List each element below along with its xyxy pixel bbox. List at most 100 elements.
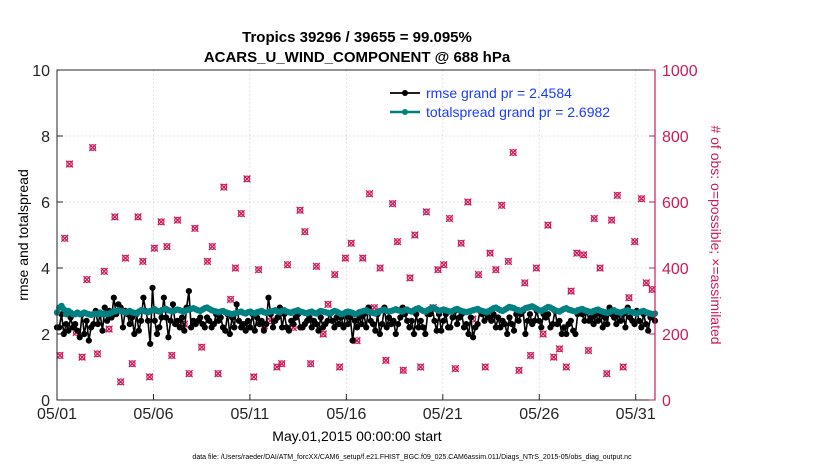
obs-assimilated-point	[491, 265, 500, 274]
obs-assimilated-point	[439, 260, 448, 269]
obs-assimilated-point	[406, 274, 414, 282]
obs-assimilated-point	[134, 212, 142, 221]
obs-assimilated-point	[358, 254, 367, 262]
obs-assimilated-point	[249, 373, 258, 381]
obs-assimilated-point	[382, 356, 390, 365]
obs-possible-point	[376, 264, 384, 272]
obs-assimilated-point	[504, 257, 513, 266]
obs-possible-point	[227, 295, 235, 303]
obs-assimilated-point	[203, 257, 212, 266]
x-tick-label: 05/26	[519, 406, 559, 423]
rmse-point	[285, 327, 293, 334]
rmse-point	[622, 324, 629, 331]
obs-assimilated-point	[544, 221, 552, 229]
rmse-point	[372, 327, 379, 334]
obs-possible-point	[382, 357, 390, 364]
rmse-point	[495, 314, 502, 321]
obs-possible-point	[608, 216, 615, 224]
rmse-point	[524, 317, 531, 324]
obs-assimilated-point	[509, 148, 518, 157]
rmse-point	[417, 317, 424, 324]
obs-possible-point	[556, 345, 563, 353]
obs-possible-point	[642, 279, 650, 287]
rmse-point	[263, 321, 270, 328]
rmse-point	[595, 317, 602, 324]
obs-possible-point	[394, 238, 401, 246]
rmse-point	[631, 321, 638, 328]
y-tick-label: 4	[41, 261, 50, 278]
rmse-point	[247, 324, 254, 331]
rmse-point	[269, 324, 277, 331]
rmse-legend-label: rmse grand pr = 2.4584	[426, 85, 572, 101]
obs-assimilated-point	[520, 278, 529, 287]
rmse-point	[222, 327, 229, 334]
rmse-point	[274, 314, 281, 321]
obs-possible-point	[232, 264, 239, 272]
rmse-point	[469, 334, 477, 341]
rmse-point	[169, 301, 177, 308]
rmse-point	[349, 337, 356, 344]
obs-possible-point	[83, 276, 91, 283]
obs-possible-point	[163, 243, 171, 250]
obs-possible-point	[638, 195, 645, 203]
rmse-point	[638, 324, 645, 331]
obs-possible-point	[498, 201, 506, 209]
rmse-point	[454, 321, 461, 328]
obs-possible-point	[464, 198, 472, 206]
rmse-point	[165, 334, 172, 341]
rmse-point	[506, 314, 513, 321]
rmse-point	[560, 324, 568, 331]
obs-assimilated-point	[78, 353, 86, 361]
obs-possible-point	[255, 266, 262, 274]
rmse-point	[119, 324, 127, 331]
obs-possible-point	[389, 200, 397, 208]
obs-assimilated-point	[145, 373, 154, 381]
rmse-point	[313, 321, 320, 328]
y-axis-label: rmse and totalspread	[15, 169, 31, 301]
obs-possible-point	[284, 261, 291, 269]
obs-possible-point	[515, 366, 523, 374]
rmse-point	[358, 321, 365, 328]
rmse-point	[376, 330, 383, 338]
obs-assimilated-point	[579, 250, 588, 259]
rmse-point	[131, 330, 138, 338]
rmse-point	[331, 324, 338, 331]
obs-assimilated-point	[399, 366, 408, 375]
obs-possible-point	[631, 238, 639, 246]
y2-axis-label: # of obs: o=possible; ×=assimilated	[708, 125, 724, 344]
x-tick-label: 05/11	[230, 406, 269, 423]
obs-assimilated-point	[330, 270, 339, 279]
obs-possible-point	[417, 363, 425, 371]
rmse-point	[85, 337, 92, 344]
rmse-point	[335, 321, 343, 328]
obs-possible-point	[122, 254, 129, 262]
rmse-point	[317, 314, 324, 321]
obs-possible-point	[146, 373, 153, 381]
rmse-point	[65, 327, 72, 334]
rmse-point	[72, 321, 79, 328]
obs-possible-point	[243, 175, 251, 183]
obs-possible-point	[78, 353, 86, 361]
obs-possible-point	[117, 378, 125, 386]
x-tick-label: 05/01	[37, 406, 77, 423]
obs-assimilated-point	[457, 239, 465, 248]
obs-possible-point	[185, 370, 193, 378]
obs-assimilated-point	[602, 369, 611, 378]
rmse-point	[251, 327, 258, 334]
rmse-point	[233, 301, 240, 308]
obs-assimilated-point	[60, 234, 69, 243]
obs-assimilated-point	[451, 364, 460, 373]
rmse-point	[185, 288, 192, 295]
rmse-point	[467, 314, 474, 321]
obs-assimilated-point	[163, 242, 171, 251]
rmse-point	[440, 317, 447, 324]
obs-assimilated-point	[642, 278, 651, 287]
rmse-point	[258, 317, 265, 324]
obs-assimilated-point	[625, 293, 633, 302]
rmse-point	[226, 330, 233, 338]
obs-assimilated-point	[312, 262, 321, 271]
rmse-point	[501, 321, 509, 328]
rmse-point	[290, 321, 297, 328]
rmse-point	[431, 317, 438, 324]
rmse-point	[153, 330, 161, 338]
